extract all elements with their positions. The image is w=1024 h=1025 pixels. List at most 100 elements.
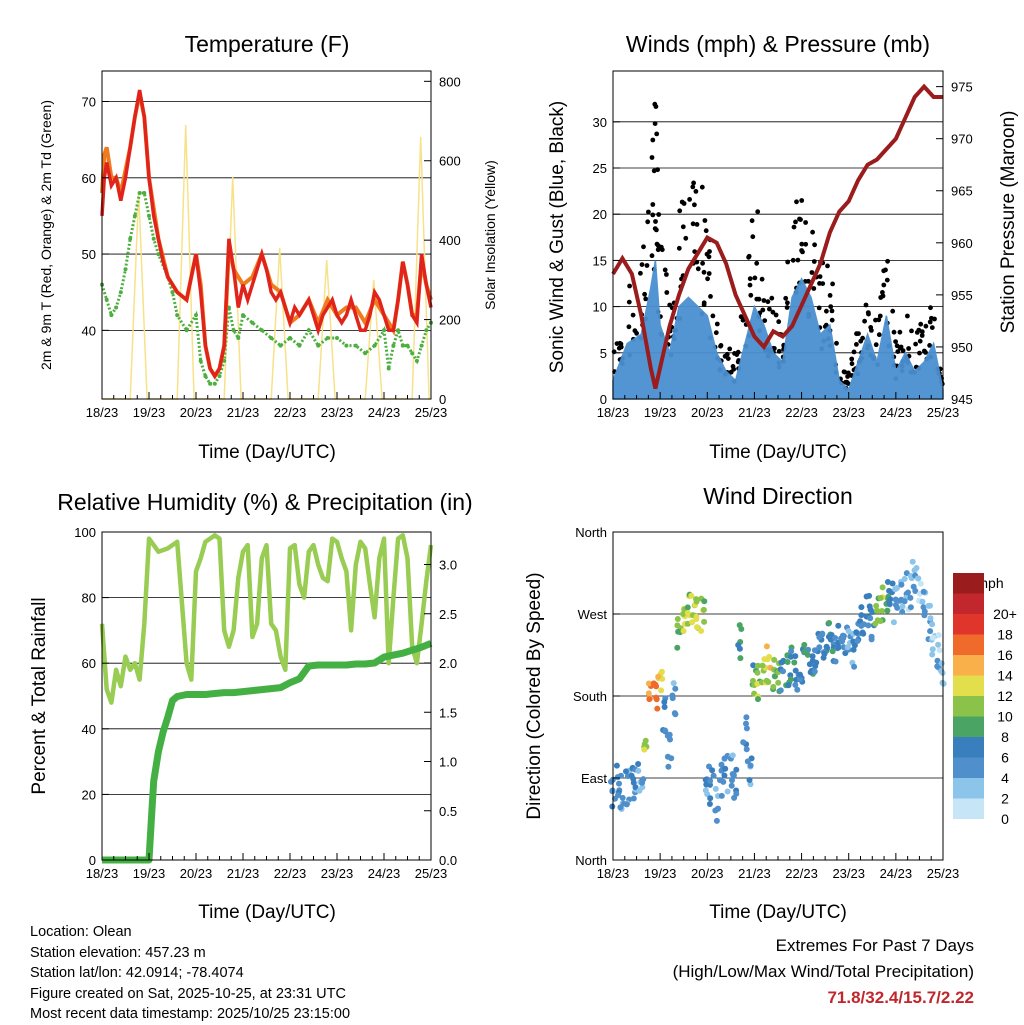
dewpoint-point bbox=[250, 320, 255, 325]
gust-point bbox=[918, 321, 924, 327]
direction-point bbox=[892, 586, 899, 593]
station-info: Location: Olean Station elevation: 457.2… bbox=[30, 922, 350, 1025]
temperature-dewpoint-series bbox=[100, 191, 433, 386]
y-tick-label: East bbox=[581, 771, 607, 786]
temperature-xlabel: Time (Day/UTC) bbox=[198, 442, 336, 463]
gust-point bbox=[708, 294, 713, 299]
direction-point bbox=[909, 558, 916, 565]
direction-point bbox=[920, 604, 927, 611]
gust-point bbox=[863, 302, 869, 308]
gust-point bbox=[676, 245, 682, 251]
direction-point bbox=[672, 685, 679, 692]
x-tick-label: 19/23 bbox=[133, 866, 166, 881]
gust-point bbox=[816, 305, 822, 311]
direction-point bbox=[743, 725, 750, 732]
x-tick-label: 24/23 bbox=[880, 405, 913, 420]
gust-point bbox=[700, 260, 705, 266]
direction-point bbox=[920, 588, 927, 595]
direction-point bbox=[777, 687, 784, 694]
dewpoint-point bbox=[217, 374, 222, 379]
gust-point bbox=[877, 313, 883, 319]
direction-point bbox=[722, 765, 729, 772]
y-tick-label: 20 bbox=[593, 207, 607, 222]
gust-point bbox=[806, 278, 811, 284]
direction-point bbox=[877, 618, 884, 625]
info-recent: Most recent data timestamp: 2025/10/25 2… bbox=[30, 1006, 351, 1022]
gust-point bbox=[785, 300, 790, 306]
direction-point bbox=[641, 746, 648, 753]
gust-point bbox=[894, 343, 900, 349]
temperature-2m-series bbox=[100, 89, 433, 380]
gust-point bbox=[884, 277, 890, 283]
direction-point bbox=[874, 607, 881, 614]
gust-point bbox=[865, 310, 871, 315]
pressure-line bbox=[611, 83, 943, 390]
direction-point bbox=[785, 682, 792, 689]
x-tick-label: 22/23 bbox=[274, 866, 307, 881]
legend-label: 4 bbox=[1001, 770, 1009, 786]
gust-point bbox=[873, 342, 879, 348]
gust-point bbox=[694, 259, 700, 265]
direction-point bbox=[733, 766, 740, 773]
y-tick-label: 40 bbox=[82, 722, 96, 737]
direction-point bbox=[618, 772, 624, 779]
direction-point bbox=[801, 641, 808, 648]
x-tick-label: 24/23 bbox=[368, 866, 401, 881]
gust-point bbox=[746, 253, 752, 259]
direction-point bbox=[927, 602, 933, 609]
dewpoint-point bbox=[325, 336, 330, 340]
x-tick-label: 25/23 bbox=[927, 866, 960, 881]
dewpoint-point bbox=[118, 290, 123, 295]
direction-point bbox=[628, 772, 635, 779]
gust-point bbox=[803, 241, 809, 247]
dewpoint-point bbox=[278, 343, 283, 348]
direction-point bbox=[636, 787, 643, 794]
direction-point bbox=[835, 622, 842, 629]
gust-point bbox=[885, 258, 890, 264]
direction-point bbox=[778, 659, 785, 666]
temperature-gridlines bbox=[102, 101, 431, 331]
x-tick-label: 21/23 bbox=[738, 866, 771, 881]
gust-point bbox=[927, 343, 932, 348]
gust-point bbox=[783, 295, 789, 301]
gust-point bbox=[706, 271, 712, 276]
gust-point bbox=[799, 241, 805, 247]
direction-point bbox=[927, 615, 934, 622]
gust-point bbox=[755, 209, 761, 215]
legend-swatch bbox=[953, 716, 984, 737]
direction-point bbox=[792, 667, 799, 674]
y-right-tick-label: 1.0 bbox=[439, 755, 457, 770]
gust-point bbox=[705, 276, 710, 282]
gust-point bbox=[752, 275, 758, 281]
direction-point bbox=[709, 767, 716, 774]
direction-point bbox=[901, 575, 908, 582]
gust-point bbox=[917, 338, 923, 344]
gust-point bbox=[858, 338, 864, 344]
direction-point bbox=[930, 634, 936, 641]
gust-point bbox=[664, 290, 670, 295]
dewpoint-point bbox=[151, 236, 156, 241]
direction-point bbox=[801, 648, 808, 655]
direction-point bbox=[693, 616, 700, 623]
dewpoint-point bbox=[414, 358, 419, 363]
direction-point bbox=[653, 694, 660, 701]
x-tick-label: 23/23 bbox=[832, 866, 865, 881]
direction-point bbox=[740, 739, 747, 746]
direction-point bbox=[823, 643, 830, 650]
gust-point bbox=[772, 346, 777, 351]
direction-point bbox=[707, 777, 714, 784]
y-right-tick-label: 800 bbox=[439, 74, 461, 89]
temperature-panel: Temperature (F) 40 50 60 70 0 200 400 600 800 18/… bbox=[38, 31, 498, 463]
dewpoint-point bbox=[424, 328, 429, 333]
y-right-tick-label: 970 bbox=[951, 132, 973, 147]
dewpoint-point bbox=[104, 297, 109, 302]
dewpoint-point bbox=[396, 328, 401, 333]
gust-point bbox=[760, 307, 766, 313]
direction-point bbox=[784, 659, 791, 665]
y-right-tick-label: 600 bbox=[439, 154, 461, 169]
gust-point bbox=[891, 329, 897, 335]
gust-point bbox=[725, 356, 731, 361]
dewpoint-point bbox=[386, 366, 391, 371]
gust-point bbox=[747, 282, 753, 288]
dewpoint-point bbox=[269, 336, 274, 340]
